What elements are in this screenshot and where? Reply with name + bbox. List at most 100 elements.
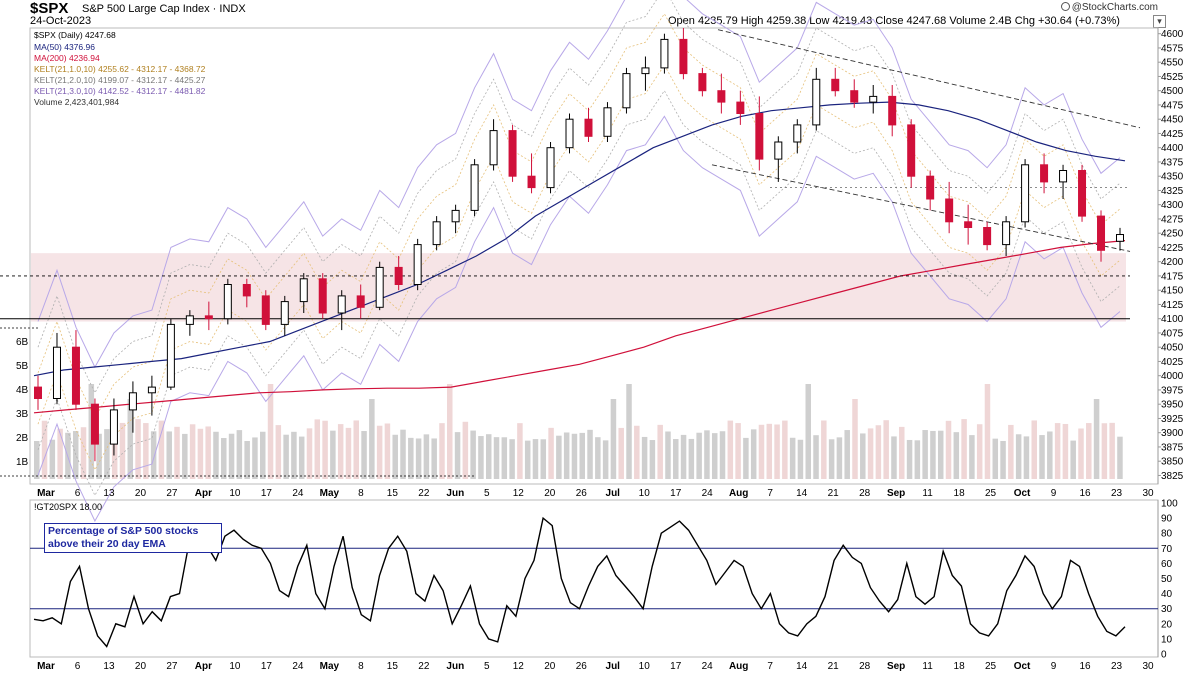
candle-body <box>736 101 745 114</box>
indicator-line <box>33 516 1126 648</box>
magnifier-icon <box>1060 2 1070 11</box>
x-tick-label-bottom: Aug <box>729 661 748 672</box>
price-tick-label: 3950 <box>1161 400 1184 411</box>
volume-bar <box>439 423 445 479</box>
legend-volume: Volume 2,423,401,984 <box>34 97 119 107</box>
description-text: S&P 500 Large Cap Index <box>82 3 210 15</box>
candle-body <box>90 403 99 445</box>
legend-price: $SPX (Daily) 4247.68 <box>34 30 116 40</box>
volume-bar <box>470 430 476 479</box>
volume-bar <box>860 433 866 479</box>
volume-bar <box>493 437 500 479</box>
volume-bar <box>509 439 515 479</box>
candle-body <box>280 301 289 325</box>
x-tick-label-top: 17 <box>261 488 273 499</box>
x-tick-label-top: 25 <box>985 488 997 499</box>
indicator-tick-label: 50 <box>1161 574 1173 585</box>
legend-kelt2-text: KELT(21,2.0,10) 4199.07 - 4312.17 - 4425… <box>34 75 206 85</box>
volume-bar <box>96 433 102 479</box>
volume-bar <box>750 429 757 479</box>
legend-kelt1-text: KELT(21,1.0,10) 4255.62 - 4312.17 - 4368… <box>34 64 206 74</box>
candle-body <box>641 67 650 75</box>
price-tick-label: 4325 <box>1161 186 1184 197</box>
indicator-note: Percentage of S&P 500 stocks above their… <box>44 523 222 553</box>
x-tick-label-top: Apr <box>195 488 212 499</box>
ohlc-readout: Open 4235.79 High 4259.38 Low 4219.43 Cl… <box>668 15 1120 27</box>
candle-body <box>831 78 840 92</box>
channel-lower-line <box>711 164 1131 252</box>
price-tick-label: 4150 <box>1161 286 1184 297</box>
x-tick-label-top: 14 <box>796 488 808 499</box>
x-tick-label-bottom: 7 <box>767 661 773 672</box>
volume-bar <box>587 429 593 479</box>
volume-bar <box>236 430 243 479</box>
volume-bar <box>1078 428 1084 479</box>
candle-body <box>413 244 422 286</box>
x-tick-label-bottom: 5 <box>484 661 490 672</box>
volume-bar <box>945 420 952 479</box>
legend-volume-text: Volume 2,423,401,984 <box>34 97 120 107</box>
volume-bar <box>789 437 796 479</box>
volume-bar <box>821 420 827 479</box>
candle-body <box>679 38 688 75</box>
indicator-tick-label: 100 <box>1161 499 1178 510</box>
price-tick-label: 4250 <box>1161 229 1184 240</box>
indicator-tick-label: 30 <box>1161 604 1173 615</box>
volume-bar <box>719 431 726 479</box>
x-tick-label-top: 11 <box>922 488 933 499</box>
x-tick-label-bottom: 13 <box>103 661 115 672</box>
volume-bar <box>158 420 165 479</box>
x-tick-label-top: Jun <box>446 488 464 499</box>
x-tick-label-top: 28 <box>859 488 871 499</box>
volume-bar <box>104 429 110 479</box>
volume-bar <box>867 428 874 479</box>
volume-tick-label: 6B <box>16 337 29 348</box>
volume-bar <box>1101 423 1108 479</box>
legend-price-text: $SPX (Daily) 4247.68 <box>34 30 116 40</box>
volume-bar <box>80 427 87 479</box>
x-tick-label-top: 26 <box>576 488 588 499</box>
volume-bar <box>361 431 367 479</box>
candle-body <box>71 346 80 405</box>
ma50-line <box>33 101 1126 377</box>
x-tick-label-bottom: 24 <box>292 661 304 672</box>
x-tick-label-top: 21 <box>828 488 840 499</box>
volume-bar <box>252 437 258 479</box>
volume-bar <box>150 431 157 479</box>
candle-body <box>869 95 878 103</box>
candle-body <box>1097 215 1106 251</box>
collapse-icon[interactable]: ▾ <box>1153 15 1166 28</box>
volume-bar <box>688 438 695 479</box>
candle-body <box>128 392 137 411</box>
volume-bar <box>283 434 289 479</box>
indicator-tick-label: 10 <box>1161 634 1173 645</box>
candle-body <box>774 141 783 160</box>
note-line-1: Percentage of S&P 500 stocks <box>48 525 199 537</box>
price-tick-label: 4000 <box>1161 371 1184 382</box>
volume-bar <box>205 426 211 479</box>
x-tick-label-bottom: 25 <box>985 661 997 672</box>
price-tick-label: 4050 <box>1161 343 1184 354</box>
candle-body <box>1116 234 1124 242</box>
volume-bar <box>1047 431 1053 479</box>
x-tick-label-top: 23 <box>1111 488 1123 499</box>
x-tick-label-top: 12 <box>513 488 525 499</box>
candle-body <box>223 284 232 320</box>
volume-tick-label: 3B <box>16 409 29 420</box>
volume-bar <box>111 419 118 479</box>
volume-bar <box>704 430 710 479</box>
candle-body <box>584 118 593 137</box>
volume-bar <box>72 431 79 479</box>
legend-kelt2: KELT(21,2.0,10) 4199.07 - 4312.17 - 4425… <box>34 75 205 85</box>
volume-bar <box>680 434 687 479</box>
volume-bar <box>1070 440 1076 479</box>
candle-body <box>603 107 612 137</box>
volume-bar <box>330 430 336 479</box>
volume-bar <box>478 436 484 479</box>
x-tick-label-top: May <box>320 488 340 499</box>
volume-bar <box>400 429 406 479</box>
volume-bar <box>501 437 508 479</box>
legend-ma200-text: MA(200) 4236.94 <box>34 53 100 63</box>
